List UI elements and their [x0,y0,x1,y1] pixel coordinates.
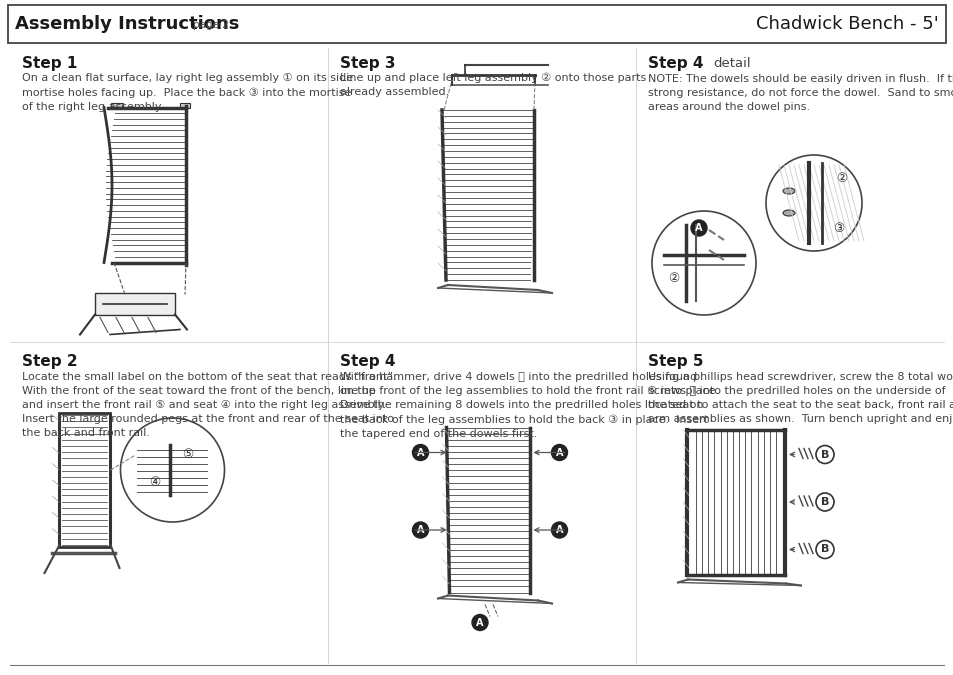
Text: Step 3: Step 3 [339,56,395,71]
Bar [8,5,945,43]
Text: B: B [820,450,828,460]
Text: ②: ② [836,171,846,184]
Text: B: B [820,545,828,554]
Text: B: B [820,497,828,507]
Text: A: A [416,448,424,458]
Circle shape [551,522,567,538]
Text: A: A [416,525,424,535]
Text: ⑤: ⑤ [182,448,193,462]
Text: Chadwick Bench - 5': Chadwick Bench - 5' [756,15,938,33]
Text: ④: ④ [149,475,160,489]
Text: NOTE: The dowels should be easily driven in flush.  If there is
strong resistanc: NOTE: The dowels should be easily driven… [647,74,953,112]
Circle shape [412,522,428,538]
Text: A: A [556,525,562,535]
Circle shape [551,445,567,460]
Text: On a clean flat surface, lay right leg assembly ① on its side
mortise holes faci: On a clean flat surface, lay right leg a… [22,73,353,111]
Text: With a hammer, drive 4 dowels Ⓐ into the predrilled holes found
on the front of : With a hammer, drive 4 dowels Ⓐ into the… [339,372,719,439]
Bar [111,103,123,107]
Text: Step 1: Step 1 [22,56,77,71]
Bar [95,292,174,315]
Text: Assembly Instructions: Assembly Instructions [15,15,239,33]
Ellipse shape [782,210,794,216]
Text: A: A [556,448,562,458]
Text: ③: ③ [833,221,843,234]
Circle shape [472,614,488,630]
Text: Locate the small label on the bottom of the seat that reads “front”.
With the fr: Locate the small label on the bottom of … [22,372,396,438]
Text: Using a phillips head screwdriver, screw the 8 total wood
screws Ⓑ into the pred: Using a phillips head screwdriver, screw… [647,372,953,424]
Text: A: A [476,618,483,628]
Bar [180,103,190,107]
Text: Step 4: Step 4 [339,354,395,369]
Text: Line up and place left leg assembly ② onto those parts
already assembled.: Line up and place left leg assembly ② on… [339,73,645,97]
Text: Step 5: Step 5 [647,354,702,369]
Text: ②: ② [668,271,679,284]
Text: Step 4: Step 4 [647,56,702,71]
Circle shape [690,220,706,236]
Text: page 2: page 2 [193,20,229,30]
Text: Step 2: Step 2 [22,354,77,369]
Ellipse shape [782,188,794,194]
Text: A: A [695,223,702,233]
Text: detail: detail [712,57,750,70]
Circle shape [412,445,428,460]
